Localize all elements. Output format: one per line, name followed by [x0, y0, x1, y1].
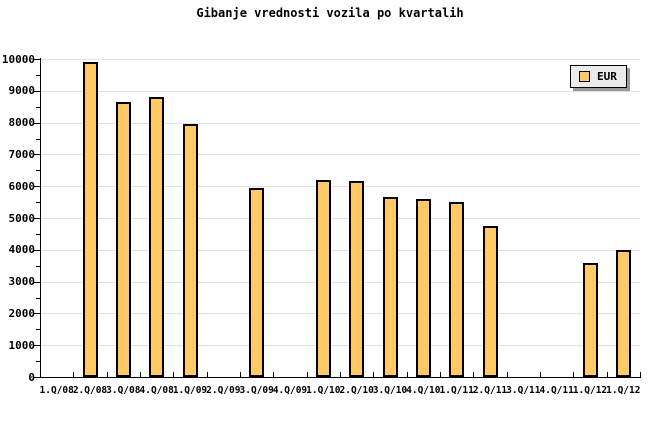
- x-tick: [640, 372, 641, 377]
- y-minor-tick: [36, 329, 40, 331]
- x-tick-label: 1.Q/12: [606, 385, 641, 396]
- y-tick-label: 2000: [8, 306, 36, 320]
- x-tick: [106, 372, 108, 377]
- y-tick-label: 5000: [8, 211, 36, 225]
- x-tick-label: 1.Q/10: [306, 385, 341, 396]
- legend-series-label: EUR: [597, 70, 617, 83]
- x-tick-label: 3.Q/09: [239, 385, 274, 396]
- y-tick: [34, 345, 40, 347]
- gridline: [40, 154, 640, 156]
- x-tick-label: 1.Q/12: [572, 385, 608, 396]
- x-tick-label: 2.Q/11: [472, 385, 508, 396]
- x-tick: [473, 372, 475, 377]
- gridline: [40, 186, 640, 188]
- x-tick: [406, 372, 408, 377]
- y-tick: [34, 90, 40, 92]
- y-tick-label: 1000: [8, 338, 36, 352]
- gridline: [40, 122, 640, 124]
- bar: [615, 249, 631, 377]
- x-tick: [440, 372, 441, 377]
- x-tick-label: 3.Q/10: [372, 385, 408, 396]
- x-tick-label: 4.Q/11: [539, 385, 574, 396]
- y-tick-label: 7000: [8, 147, 36, 161]
- y-tick-label: 9000: [8, 84, 36, 98]
- bar: [582, 262, 598, 377]
- gridline: [40, 90, 640, 92]
- x-tick-label: 2.Q/08: [72, 385, 108, 396]
- y-tick: [34, 154, 40, 156]
- bar: [482, 225, 498, 377]
- y-tick: [34, 122, 40, 124]
- y-tick-label: 0: [28, 370, 35, 384]
- x-tick: [273, 372, 275, 377]
- x-tick: [506, 372, 508, 377]
- x-tick: [340, 372, 341, 377]
- bar: [149, 97, 165, 377]
- gridline: [40, 249, 640, 251]
- x-tick-label: 1.Q/09: [172, 385, 208, 396]
- y-minor-tick: [36, 297, 40, 299]
- y-tick-label: 8000: [8, 116, 36, 130]
- x-tick: [373, 372, 375, 377]
- x-tick-label: 2.Q/09: [206, 385, 241, 396]
- y-tick: [34, 313, 40, 315]
- gridline: [40, 218, 640, 219]
- bar: [182, 124, 198, 377]
- x-tick: [240, 372, 241, 377]
- x-tick-label: 1.Q/11: [439, 385, 474, 396]
- bar: [415, 198, 431, 377]
- gridline: [40, 313, 640, 315]
- x-tick-label: 3.Q/11: [506, 385, 541, 396]
- chart-title: Gibanje vrednosti vozila po kvartalih: [196, 6, 464, 20]
- x-tick-label: 2.Q/10: [339, 385, 374, 396]
- y-minor-tick: [36, 233, 40, 235]
- bar: [82, 62, 98, 377]
- bar: [115, 101, 131, 377]
- x-tick: [73, 372, 75, 377]
- y-tick-label: 4000: [8, 243, 36, 257]
- x-tick-label: 4.Q/09: [272, 385, 308, 396]
- y-minor-tick: [36, 106, 40, 108]
- y-minor-tick: [36, 74, 40, 76]
- x-tick-label: 3.Q/08: [106, 385, 141, 396]
- y-tick-label: 6000: [8, 179, 36, 193]
- bar: [349, 181, 365, 377]
- x-axis-line: [40, 377, 641, 378]
- y-tick: [34, 59, 40, 60]
- bar: [315, 179, 331, 377]
- gridline: [40, 59, 640, 60]
- x-tick-label: 4.Q/10: [406, 385, 441, 396]
- y-axis-line: [40, 58, 41, 378]
- x-tick: [173, 372, 175, 377]
- y-tick: [34, 249, 40, 251]
- y-minor-tick: [36, 361, 40, 363]
- x-tick-label: 4.Q/08: [139, 385, 174, 396]
- bar: [449, 202, 465, 377]
- gridline: [40, 345, 640, 347]
- y-tick-label: 3000: [8, 275, 36, 289]
- x-tick: [306, 372, 308, 377]
- y-minor-tick: [36, 138, 40, 140]
- y-tick: [34, 218, 40, 219]
- y-minor-tick: [36, 265, 40, 267]
- x-tick: [140, 372, 141, 377]
- bar: [382, 197, 398, 377]
- x-tick: [206, 372, 208, 377]
- y-tick: [34, 281, 40, 283]
- legend: EUR: [570, 65, 627, 88]
- x-tick-label: 1.Q/08: [39, 385, 74, 396]
- y-tick: [34, 377, 40, 378]
- gridline: [40, 281, 640, 283]
- bar: [249, 187, 265, 377]
- x-tick: [540, 372, 541, 377]
- y-minor-tick: [36, 202, 40, 204]
- x-tick: [573, 372, 575, 377]
- legend-swatch-icon: [579, 71, 590, 82]
- y-tick-label: 10000: [1, 52, 35, 66]
- y-minor-tick: [36, 170, 40, 172]
- x-tick: [606, 372, 608, 377]
- y-tick: [34, 186, 40, 188]
